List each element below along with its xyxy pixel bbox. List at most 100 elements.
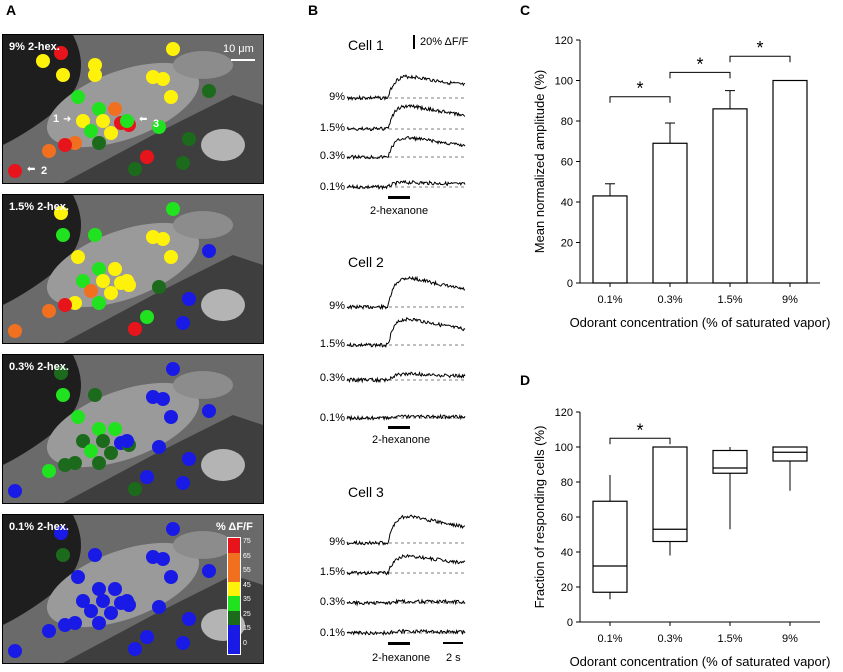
- cell-dot: [182, 132, 196, 146]
- cell-dot: [88, 548, 102, 562]
- cell-dot: [140, 150, 154, 164]
- dark-region: [63, 415, 263, 503]
- x-axis-label: Odorant concentration (% of saturated va…: [570, 654, 831, 669]
- image-panel-label: 1.5% 2-hex.: [9, 201, 69, 213]
- trace-label: 0.3%: [319, 372, 345, 384]
- colorbar-tick: 65: [243, 552, 251, 560]
- bright-region: [201, 289, 245, 321]
- cell-dot: [56, 228, 70, 242]
- trace-label: 9%: [329, 536, 345, 548]
- trace: [346, 598, 466, 607]
- cell-dot: [58, 138, 72, 152]
- cell-dot: [8, 484, 22, 498]
- box: [712, 449, 748, 474]
- stimulus-bar: [388, 642, 410, 645]
- cell-dot: [54, 46, 68, 60]
- trace-label: 1.5%: [319, 566, 345, 578]
- trace: [346, 316, 466, 349]
- trace: [346, 553, 466, 576]
- cell-dot: [56, 548, 70, 562]
- y-tick-label: 40: [561, 197, 573, 209]
- arrow-icon: ➜: [63, 114, 72, 125]
- dark-region: [3, 355, 81, 465]
- y-tick-label: 20: [561, 582, 573, 594]
- image-panel-label: 0.3% 2-hex.: [9, 361, 69, 373]
- trace-label: 9%: [329, 300, 345, 312]
- significance-star: *: [636, 79, 643, 99]
- cell-dot: [164, 90, 178, 104]
- y-tick-label: 120: [555, 35, 573, 47]
- cell-dot: [120, 434, 134, 448]
- image-panel-label: 9% 2-hex.: [9, 41, 60, 53]
- scale-bar: [231, 59, 255, 61]
- cell-dot: [128, 482, 142, 496]
- cell-dot: [140, 310, 154, 324]
- amplitude-scale-label: 20% ΔF/F: [420, 36, 469, 48]
- cell-dot: [92, 136, 106, 150]
- y-tick-label: 40: [561, 547, 573, 559]
- bar: [652, 142, 688, 284]
- significance-star: *: [636, 420, 643, 440]
- box: [772, 446, 808, 462]
- significance-bracket: [729, 55, 791, 63]
- trace: [346, 628, 466, 636]
- cell-dot: [8, 324, 22, 338]
- trace-label: 1.5%: [319, 122, 345, 134]
- cell-dot: [108, 102, 122, 116]
- image-panel-9pct: 9% 2-hex. 10 μm 1 ➜ ⬅ 3 ⬅ 2: [2, 34, 264, 184]
- cell-dot: [92, 422, 106, 436]
- cell-dot: [71, 410, 85, 424]
- time-scale-bar: [443, 642, 463, 644]
- cell-dot: [58, 458, 72, 472]
- bar-chart-amplitude: 0 20 40 60 80 100 120 0.1% 0.3% 1.5% 9% Mean normal…: [532, 35, 830, 330]
- image-panel-0-3pct: 0.3% 2-hex.: [2, 354, 264, 504]
- y-tick-label: 100: [555, 442, 573, 454]
- cell-dot: [166, 522, 180, 536]
- cell-dot: [140, 630, 154, 644]
- significance-bracket: [609, 96, 671, 103]
- image-panel-1-5pct: 1.5% 2-hex.: [2, 194, 264, 344]
- significance-bracket: [609, 437, 671, 445]
- colorbar-tick: 35: [243, 596, 251, 603]
- cell-dot: [166, 42, 180, 56]
- y-tick-label: 60: [561, 512, 573, 524]
- image-panel-label: 0.1% 2-hex.: [9, 521, 69, 533]
- cell-dot: [84, 124, 98, 138]
- cell-dot: [108, 262, 122, 276]
- colorbar-tick: 45: [243, 581, 251, 589]
- cell-dot: [58, 618, 72, 632]
- cell-dot: [176, 316, 190, 330]
- bright-region: [201, 449, 245, 481]
- calcium-traces: [346, 74, 466, 645]
- x-tick-label: 9%: [782, 633, 798, 645]
- cell-dot: [202, 244, 216, 258]
- amplitude-scale-bar: [413, 35, 415, 49]
- time-scale-label: 2 s: [446, 652, 461, 664]
- cell-dot: [96, 594, 110, 608]
- y-tick-label: 60: [561, 157, 573, 169]
- bar: [772, 79, 808, 284]
- cell-dot: [92, 582, 106, 596]
- cell-dot: [71, 90, 85, 104]
- cell-dot: [128, 642, 142, 656]
- cell-dot: [84, 604, 98, 618]
- cell-dot: [88, 388, 102, 402]
- cell-dot: [164, 410, 178, 424]
- trace-label: 0.1%: [319, 627, 345, 639]
- cell-dot: [42, 464, 56, 478]
- cell-marker-2: 2: [41, 165, 48, 177]
- x-tick-label: 1.5%: [717, 633, 742, 645]
- cell-dot: [42, 624, 56, 638]
- trace: [346, 135, 466, 161]
- cell-dot: [54, 366, 68, 380]
- trace-label: 0.3%: [319, 150, 345, 162]
- panel-letter-c: C: [520, 2, 531, 18]
- bright-region: [201, 129, 245, 161]
- stimulus-label: 2-hexanone: [372, 434, 431, 446]
- cell-dot: [54, 526, 68, 540]
- cell-dot: [92, 616, 106, 630]
- cell-dot: [182, 292, 196, 306]
- cell-3-title: Cell 3: [348, 484, 384, 500]
- colorbar-tick: 0: [243, 639, 247, 647]
- cell-dot: [182, 452, 196, 466]
